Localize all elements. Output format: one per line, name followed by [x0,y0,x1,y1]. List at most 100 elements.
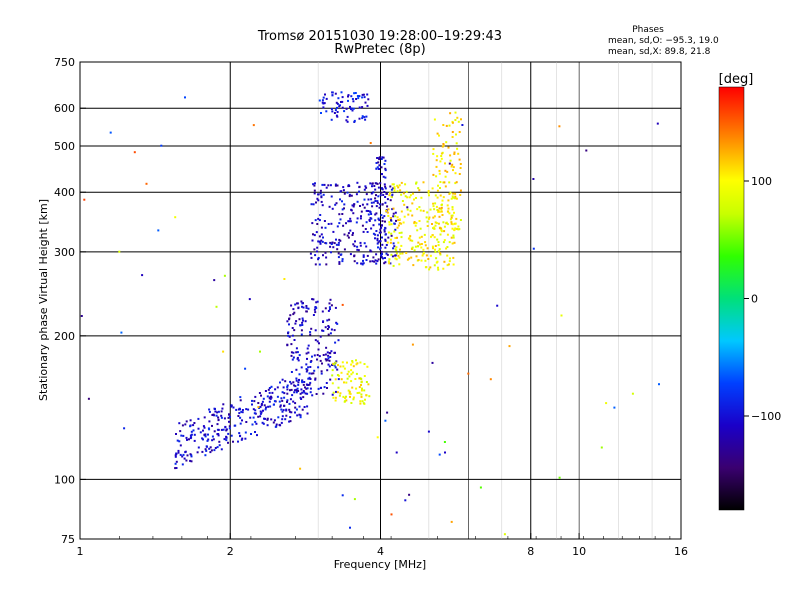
data-point [381,253,383,255]
data-point [358,185,361,188]
data-point [397,254,400,257]
data-point [325,256,328,259]
data-point [448,212,451,215]
data-point [457,120,460,123]
data-point [297,381,300,384]
data-point [454,119,457,121]
data-point [369,182,372,185]
data-point [436,196,439,199]
data-point [305,306,308,309]
data-point [218,440,221,443]
data-point [290,382,293,385]
data-point [312,233,314,236]
data-point [440,152,443,155]
data-point [440,227,443,230]
data-point [367,198,370,201]
data-point [330,195,333,198]
data-point [339,365,342,368]
data-point [382,156,385,159]
data-point [286,392,289,395]
data-point [447,263,450,266]
data-point [336,106,338,109]
data-point [332,391,335,394]
data-point [401,200,404,202]
data-point [438,207,441,210]
data-point [183,457,186,460]
data-point [325,110,328,113]
data-point [211,424,213,427]
data-point [393,189,396,192]
data-point [321,183,324,186]
data-point [451,195,454,198]
data-point [383,191,386,193]
data-point [392,215,395,218]
data-point [216,423,219,426]
data-point [336,248,339,251]
data-point [435,165,438,168]
data-point [450,520,453,523]
data-point [293,329,296,332]
data-point [354,378,357,380]
data-point [371,182,374,185]
data-point [319,359,322,362]
data-point [334,361,337,364]
data-point [254,409,257,412]
data-point [174,216,177,219]
data-point [365,221,368,224]
data-point [352,243,355,246]
data-point [206,439,209,442]
data-point [444,175,447,178]
data-point [316,197,319,200]
data-point [318,355,321,358]
data-point [417,241,420,244]
data-point [384,261,387,264]
data-point [279,404,282,407]
data-point [356,217,359,220]
data-point [179,430,182,433]
data-point [359,205,361,207]
data-point [433,208,436,211]
data-point [437,210,440,213]
data-point [361,93,364,96]
data-point [443,239,446,242]
data-point [350,363,353,366]
data-point [334,184,337,187]
data-point [332,230,335,233]
data-point [284,418,287,421]
data-point [438,248,441,251]
data-point [118,250,121,253]
data-point [323,386,326,389]
data-point [370,213,373,215]
data-point [357,97,360,100]
data-point [383,163,386,165]
data-point [320,112,322,114]
data-point [292,351,295,354]
data-point [239,399,242,402]
data-point [275,423,278,426]
data-point [350,95,353,98]
data-point [274,388,277,391]
data-point [192,424,195,427]
data-point [374,259,377,262]
data-point [297,306,300,309]
data-point [313,189,316,192]
data-point [301,321,304,324]
data-point [312,314,315,316]
data-point [279,381,281,384]
data-point [303,391,306,394]
data-point [380,214,383,217]
data-point [322,96,325,99]
data-point [213,449,216,452]
data-point [411,202,414,205]
data-point [364,398,366,401]
data-point [266,418,269,421]
x-tick-label: 4 [377,545,384,558]
data-point [438,169,441,172]
data-point [315,301,318,304]
data-point [343,207,345,210]
data-point [352,365,355,368]
data-point [399,189,402,192]
data-point [416,229,419,232]
data-point [341,208,344,211]
data-point [285,414,288,417]
